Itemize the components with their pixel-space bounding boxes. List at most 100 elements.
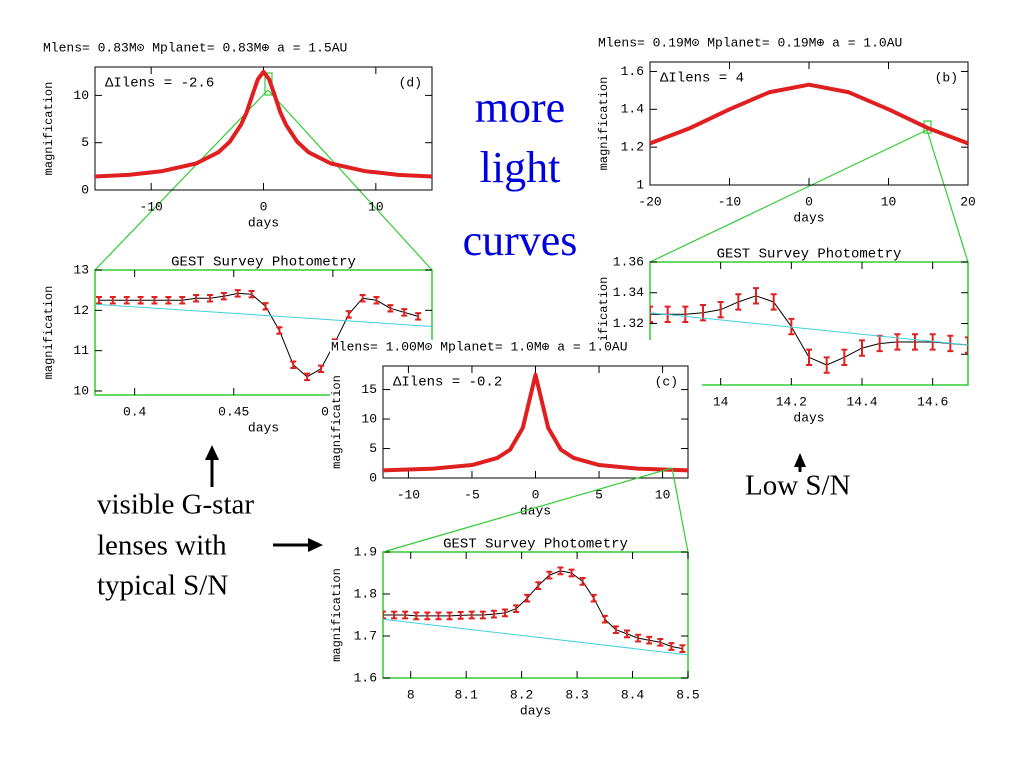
error-bar: [612, 625, 619, 635]
error-bar: [290, 360, 297, 369]
annotation: ΔIlens = 4: [660, 71, 744, 87]
y-axis-label: magnification: [330, 375, 344, 469]
error-bar: [590, 593, 597, 603]
error-bar: [317, 364, 324, 374]
x-tick-label: 14: [713, 394, 729, 409]
chart-title: GEST Survey Photometry: [717, 247, 902, 263]
x-tick-label: 14.6: [917, 394, 948, 409]
y-tick-label: 1.6: [621, 64, 644, 79]
panel-label: (b): [935, 70, 958, 85]
error-bar: [679, 644, 686, 653]
error-bar: [415, 312, 422, 321]
error-bar: [123, 296, 130, 305]
x-tick-label: -10: [139, 199, 162, 214]
error-bar: [137, 296, 144, 305]
x-tick-label: -10: [718, 194, 741, 209]
error-bar: [823, 356, 830, 374]
x-tick-label: 10: [655, 487, 671, 502]
error-bar: [535, 581, 542, 590]
error-bar: [601, 614, 608, 624]
x-axis-label: days: [248, 420, 279, 435]
heading: light: [480, 143, 561, 192]
y-tick-label: 10: [73, 383, 89, 398]
y-axis-label: magnification: [597, 77, 611, 171]
y-tick-label: 5: [81, 135, 89, 150]
error-bar: [490, 609, 497, 619]
y-tick-label: 0: [81, 182, 89, 197]
error-bar: [165, 296, 172, 305]
y-axis-label: magnification: [42, 286, 56, 380]
x-axis-label: days: [248, 215, 279, 230]
series-line: [95, 69, 432, 179]
error-bar: [859, 339, 865, 357]
y-tick-label: 11: [73, 343, 89, 358]
error-bar: [682, 305, 689, 323]
error-bar: [650, 305, 653, 323]
error-bar: [557, 566, 564, 576]
x-axis-label: days: [520, 703, 551, 718]
plot-frame: [94, 269, 433, 396]
y-tick-label: 1.32: [613, 316, 644, 331]
error-bar: [248, 289, 255, 299]
y-tick-label: 10: [73, 88, 89, 103]
y-tick-label: 5: [369, 441, 377, 456]
error-bar: [387, 304, 394, 313]
zoom-line: [382, 467, 673, 553]
error-bar: [457, 611, 464, 620]
y-tick-label: 1.2: [621, 140, 644, 155]
error-bar: [770, 293, 777, 311]
y-tick-label: 1.36: [613, 254, 644, 269]
x-tick-label: 5: [595, 487, 603, 502]
error-bar: [391, 610, 398, 620]
error-bar: [435, 611, 442, 621]
error-bar: [206, 294, 213, 303]
error-bar: [788, 317, 795, 336]
error-bar: [479, 610, 486, 620]
error-bar: [717, 300, 724, 319]
error-bar: [262, 302, 269, 311]
zoom-line: [267, 89, 433, 271]
error-bar: [624, 629, 630, 639]
x-tick-label: 8: [407, 687, 415, 702]
panel-background: [330, 340, 702, 522]
error-bar: [179, 296, 186, 305]
y-tick-label: 1.34: [613, 285, 644, 300]
x-tick-label: 0.4: [123, 404, 147, 419]
x-tick-label: 8.3: [565, 687, 588, 702]
chart-title: Mlens= 0.83M⊙ Mplanet= 0.83M⊕ a = 1.5AU: [43, 40, 347, 55]
chart: 8 8.1 8.2 8.3 8.4 8.5 1.6 1.7 1.8 1.9 GEST Survey …: [330, 537, 700, 719]
error-bar: [234, 289, 241, 298]
zoom-line: [671, 467, 689, 553]
chart-title: Mlens= 1.00M⊙ Mplanet= 1.0M⊕ a = 1.0AU: [331, 339, 628, 354]
chart: -10 -5 0 5 10 0 5 10 15 Mlens= 1.00M⊙ Mplanet= 1.…: [330, 339, 702, 522]
chart: -20 -10 0 10 20 1 1.2 1.4 1.6 Mlens= 0.19M⊙ Mplan…: [597, 35, 976, 225]
x-tick-label: 0.45: [218, 404, 249, 419]
error-bar: [546, 570, 553, 580]
error-bar: [304, 372, 311, 382]
arrow-head: [308, 538, 323, 552]
x-tick-label: 14.4: [846, 394, 877, 409]
zoom-connectors: [94, 72, 969, 271]
x-axis-label: days: [793, 210, 824, 225]
y-tick-label: 1.9: [354, 544, 377, 559]
annotation: ΔIlens = -0.2: [393, 375, 502, 391]
x-axis-label: days: [520, 503, 551, 518]
x-tick-label: 8.1: [454, 687, 478, 702]
plot-area: [650, 82, 968, 146]
y-axis-label: magnification: [42, 82, 56, 176]
y-tick-label: 12: [73, 303, 89, 318]
annotation: ΔIlens = -2.6: [105, 76, 214, 92]
chart-title: GEST Survey Photometry: [171, 255, 356, 271]
error-bar: [220, 291, 227, 301]
error-bar: [109, 296, 116, 305]
series-line: [98, 292, 419, 378]
error-bar: [359, 294, 366, 303]
series-line: [650, 82, 968, 146]
error-bar: [929, 333, 936, 351]
zoom-line: [926, 129, 969, 263]
error-bar: [276, 326, 283, 335]
chart-title: Mlens= 0.19M⊙ Mplanet= 0.19M⊕ a = 1.0AU: [598, 35, 902, 50]
error-bar: [894, 333, 901, 351]
arrow-head: [794, 453, 806, 467]
